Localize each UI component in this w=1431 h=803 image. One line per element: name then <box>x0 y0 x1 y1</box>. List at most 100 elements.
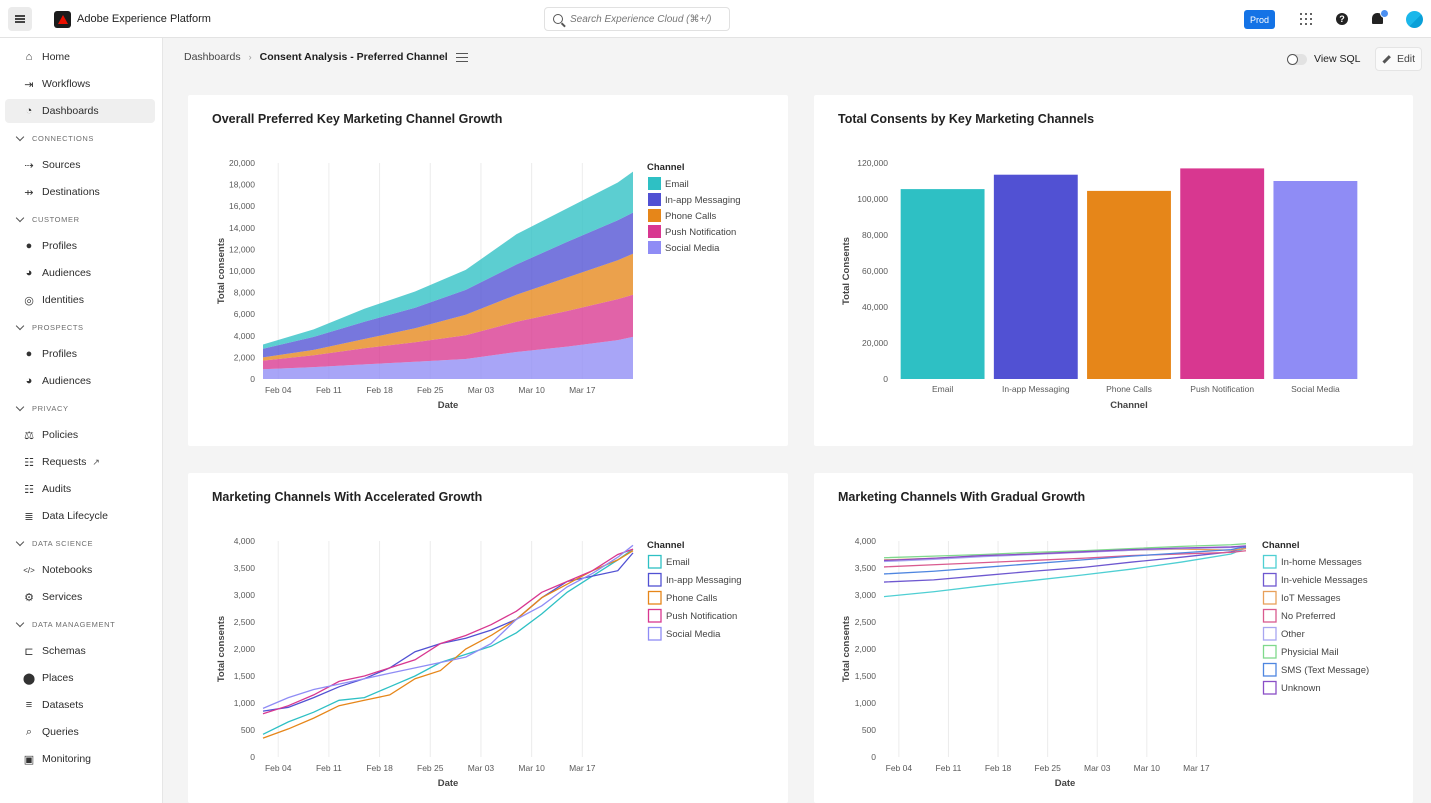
sidebar-item-label: Requests <box>42 456 87 468</box>
y-tick-label: 1,000 <box>234 698 256 708</box>
sidebar-item-policies[interactable]: ⚖ Policies <box>5 423 155 447</box>
sidebar-section-data-management[interactable]: DATA MANAGEMENT <box>15 618 115 629</box>
chevron-down-icon <box>15 213 25 223</box>
x-tick-label: Feb 11 <box>316 763 342 773</box>
services-gear-icon: ⚙ <box>24 591 34 604</box>
y-tick-label: 4,000 <box>234 536 256 546</box>
sidebar-item-notebooks[interactable]: </> Notebooks <box>5 558 155 582</box>
sidebar-item-services[interactable]: ⚙ Services <box>5 585 155 609</box>
legend-label: IoT Messages <box>1281 593 1341 604</box>
sidebar-item-datasets[interactable]: ≡ Datasets <box>5 693 155 717</box>
sidebar-section-title: DATA SCIENCE <box>32 539 94 548</box>
chevron-down-icon <box>15 402 25 412</box>
y-tick-label: 2,000 <box>234 352 256 362</box>
menu-toggle-button[interactable] <box>8 7 32 31</box>
location-pin-icon: ⬤ <box>22 672 36 685</box>
y-tick-label: 16,000 <box>229 201 255 211</box>
sidebar-section-customer[interactable]: CUSTOMER <box>15 213 80 224</box>
audiences-icon: ◕ <box>25 375 33 387</box>
app-switcher-icon[interactable] <box>1300 13 1312 25</box>
sidebar-item-label: Destinations <box>42 186 100 198</box>
legend-label: Phone Calls <box>666 593 717 604</box>
sidebar-item-identities[interactable]: ◎ Identities <box>5 288 155 312</box>
x-tick-label: Feb 18 <box>366 763 393 773</box>
sidebar-item-label: Policies <box>42 429 79 441</box>
sidebar-item-dashboards[interactable]: ◔ Dashboards <box>5 99 155 123</box>
x-tick-label: Mar 03 <box>1084 763 1111 773</box>
sidebar-item-home[interactable]: ⌂ Home <box>5 45 155 69</box>
sidebar-item-data-lifecycle[interactable]: ≣ Data Lifecycle <box>5 504 155 528</box>
legend-swatch <box>1262 680 1277 695</box>
x-tick-label: Mar 17 <box>1183 763 1210 773</box>
legend-label: Other <box>1281 629 1305 640</box>
environment-badge[interactable]: Prod <box>1244 10 1275 29</box>
sidebar-item-audiences[interactable]: ◕ Audiences <box>5 261 155 285</box>
legend-title: Channel <box>647 540 684 551</box>
legend-swatch <box>1262 572 1277 587</box>
profile-icon: ● <box>25 348 33 360</box>
sidebar-item-audiences[interactable]: ◕ Audiences <box>5 369 155 393</box>
sidebar-item-places[interactable]: ⬤ Places <box>5 666 155 690</box>
y-tick-label: 500 <box>862 725 876 735</box>
sidebar-item-profiles[interactable]: ● Profiles <box>5 342 155 366</box>
x-tick-label: Feb 25 <box>417 763 444 773</box>
sidebar-item-profiles[interactable]: ● Profiles <box>5 234 155 258</box>
legend-swatch <box>648 193 661 206</box>
gradual-growth-line-chart: Feb 04 Feb 11 Feb 18 Feb 25 Mar 03 Mar 10 Mar … <box>841 536 1369 789</box>
x-tick-label: Mar 17 <box>569 385 596 395</box>
x-axis-label: Channel <box>1110 400 1147 411</box>
sidebar-item-workflows[interactable]: ⇥ Workflows <box>5 72 155 96</box>
sidebar-item-destinations[interactable]: ⇸ Destinations <box>5 180 155 204</box>
x-tick-label: Feb 04 <box>265 763 292 773</box>
x-axis-label: Date <box>1055 778 1076 789</box>
x-axis-label: Date <box>438 400 459 411</box>
x-tick-label: Email <box>932 384 953 394</box>
sidebar-section-title: CONNECTIONS <box>32 134 95 143</box>
y-tick-label: 4,000 <box>855 536 877 546</box>
sidebar-item-label: Queries <box>42 726 79 738</box>
sidebar-item-label: Audits <box>42 483 72 495</box>
breadcrumb-dashboards-link[interactable]: Dashboards <box>184 51 241 63</box>
app-title: Adobe Experience Platform <box>77 13 211 25</box>
legend-label: No Preferred <box>1281 611 1335 622</box>
sidebar-section-prospects[interactable]: PROSPECTS <box>15 321 84 332</box>
sidebar-item-requests[interactable]: ☷ Requests ↗ <box>5 450 155 474</box>
checklist-icon: ☷ <box>24 483 34 496</box>
legend-label: SMS (Text Message) <box>1281 665 1369 676</box>
y-tick-label: 12,000 <box>229 244 255 254</box>
y-tick-label: 40,000 <box>862 302 888 312</box>
adobe-logo-icon <box>54 11 71 28</box>
sidebar-section-privacy[interactable]: PRIVACY <box>15 402 69 413</box>
sidebar-item-audits[interactable]: ☷ Audits <box>5 477 155 501</box>
help-icon[interactable]: ? <box>1336 13 1348 25</box>
filter-settings-icon[interactable] <box>455 52 468 63</box>
y-tick-label: 20,000 <box>229 158 255 168</box>
y-tick-label: 4,000 <box>234 331 256 341</box>
legend-swatch <box>647 554 662 569</box>
x-tick-label: Push Notification <box>1190 384 1254 394</box>
y-axis-label: Total consents <box>216 616 227 682</box>
card-gradual-line: Marketing Channels With Gradual Growth F… <box>814 473 1413 803</box>
x-tick-label: Feb 04 <box>265 385 292 395</box>
bar-social-media <box>1273 181 1358 379</box>
sidebar-item-monitoring[interactable]: ▣ Monitoring <box>5 747 155 771</box>
sidebar-section-connections[interactable]: CONNECTIONS <box>15 132 95 143</box>
legend-swatch <box>647 590 662 605</box>
sidebar-item-schemas[interactable]: ⊏ Schemas <box>5 639 155 663</box>
user-avatar[interactable] <box>1406 11 1423 28</box>
sidebar-section-data-science[interactable]: DATA SCIENCE <box>15 537 94 548</box>
notifications-bell-icon[interactable] <box>1372 13 1383 24</box>
card-title: Marketing Channels With Gradual Growth <box>838 490 1086 504</box>
view-sql-toggle[interactable] <box>1287 54 1307 65</box>
bar-phone-calls <box>1087 190 1171 379</box>
chevron-down-icon <box>15 537 25 547</box>
x-tick-label: Mar 10 <box>1134 763 1161 773</box>
edit-button[interactable]: Edit <box>1375 47 1422 71</box>
sidebar-item-label: Identities <box>42 294 85 306</box>
y-tick-label: 3,500 <box>855 563 877 573</box>
sidebar-item-queries[interactable]: ⌕ Queries <box>5 720 155 744</box>
sidebar-item-label: Audiences <box>42 267 92 279</box>
sidebar-item-sources[interactable]: ⇢ Sources <box>5 153 155 177</box>
search-input[interactable]: Search Experience Cloud (⌘+/) <box>544 7 730 31</box>
profile-icon: ● <box>25 240 33 252</box>
